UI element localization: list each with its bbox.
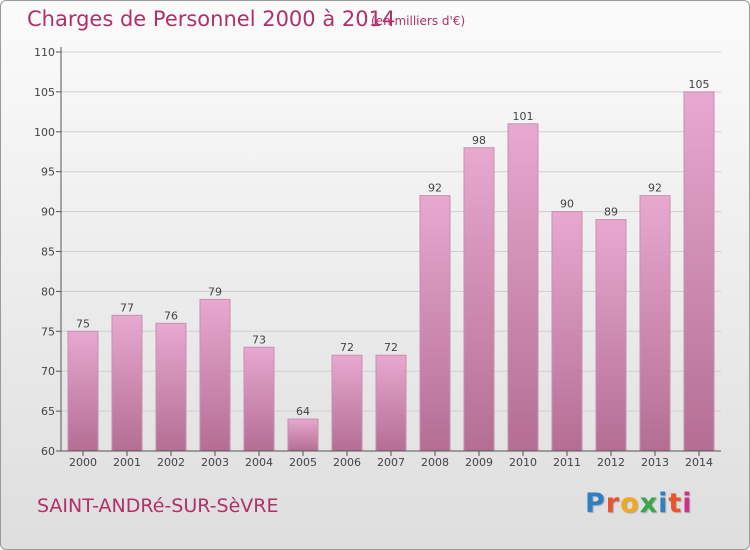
y-tick-label: 85 (41, 246, 55, 259)
bar (111, 314, 143, 452)
data-label: 101 (513, 110, 534, 123)
y-tick-label: 65 (41, 405, 55, 418)
bar (243, 346, 275, 452)
y-tick-label: 110 (34, 46, 55, 59)
data-label: 75 (76, 317, 90, 330)
data-label: 92 (648, 182, 662, 195)
labels: 60 65 70 75 80 85 90 95 100 105 110 75 2000 77 2001 76 2… (34, 46, 713, 469)
logo-letter: i (682, 488, 693, 519)
x-tick-label: 2013 (641, 456, 669, 469)
logo-letter: i (658, 488, 669, 519)
y-tick-label: 90 (41, 206, 55, 219)
bar (507, 123, 539, 452)
data-label: 72 (384, 341, 398, 354)
x-tick-label: 2004 (245, 456, 273, 469)
commune-name: SAINT-ANDRé-SUR-SèVRE (37, 495, 279, 517)
axes (56, 47, 721, 456)
proxiti-logo: Proxiti (585, 488, 693, 519)
x-tick-label: 2002 (157, 456, 185, 469)
x-tick-label: 2009 (465, 456, 493, 469)
data-label: 73 (252, 333, 266, 346)
bar (419, 195, 451, 452)
bar (595, 219, 627, 452)
bars (67, 91, 715, 452)
y-tick-label: 75 (41, 325, 55, 338)
bar (683, 91, 715, 452)
chart-title: Charges de Personnel 2000 à 2014 (27, 7, 396, 31)
x-tick-label: 2010 (509, 456, 537, 469)
bar (331, 354, 363, 452)
bar (67, 330, 99, 452)
bar (155, 322, 187, 452)
data-label: 89 (604, 206, 618, 219)
logo-letter: o (620, 488, 640, 519)
x-tick-label: 2007 (377, 456, 405, 469)
data-label: 79 (208, 285, 222, 298)
x-tick-label: 2014 (685, 456, 713, 469)
bar (639, 195, 671, 452)
x-tick-label: 2008 (421, 456, 449, 469)
x-tick-label: 2006 (333, 456, 361, 469)
data-label: 98 (472, 134, 486, 147)
data-label: 64 (296, 405, 310, 418)
logo-letter: t (668, 488, 683, 519)
logo-letter: r (605, 488, 621, 519)
data-label: 72 (340, 341, 354, 354)
x-tick-label: 2003 (201, 456, 229, 469)
bar (551, 211, 583, 452)
bar (287, 418, 319, 452)
data-label: 105 (689, 78, 710, 91)
x-tick-label: 2005 (289, 456, 317, 469)
x-tick-label: 2012 (597, 456, 625, 469)
y-tick-label: 105 (34, 86, 55, 99)
bar (375, 354, 407, 452)
logo-letter: P (585, 488, 606, 519)
logo-letter: x (639, 488, 659, 519)
bar (463, 147, 495, 452)
x-tick-label: 2000 (69, 456, 97, 469)
data-label: 77 (120, 301, 134, 314)
y-tick-label: 60 (41, 445, 55, 458)
y-tick-label: 80 (41, 285, 55, 298)
y-tick-label: 70 (41, 365, 55, 378)
y-tick-label: 95 (41, 166, 55, 179)
data-label: 90 (560, 198, 574, 211)
bar (199, 298, 231, 452)
x-tick-label: 2011 (553, 456, 581, 469)
chart-subtitle: (en milliers d'€) (371, 14, 466, 28)
x-tick-label: 2001 (113, 456, 141, 469)
y-tick-label: 100 (34, 126, 55, 139)
data-label: 76 (164, 309, 178, 322)
data-label: 92 (428, 182, 442, 195)
